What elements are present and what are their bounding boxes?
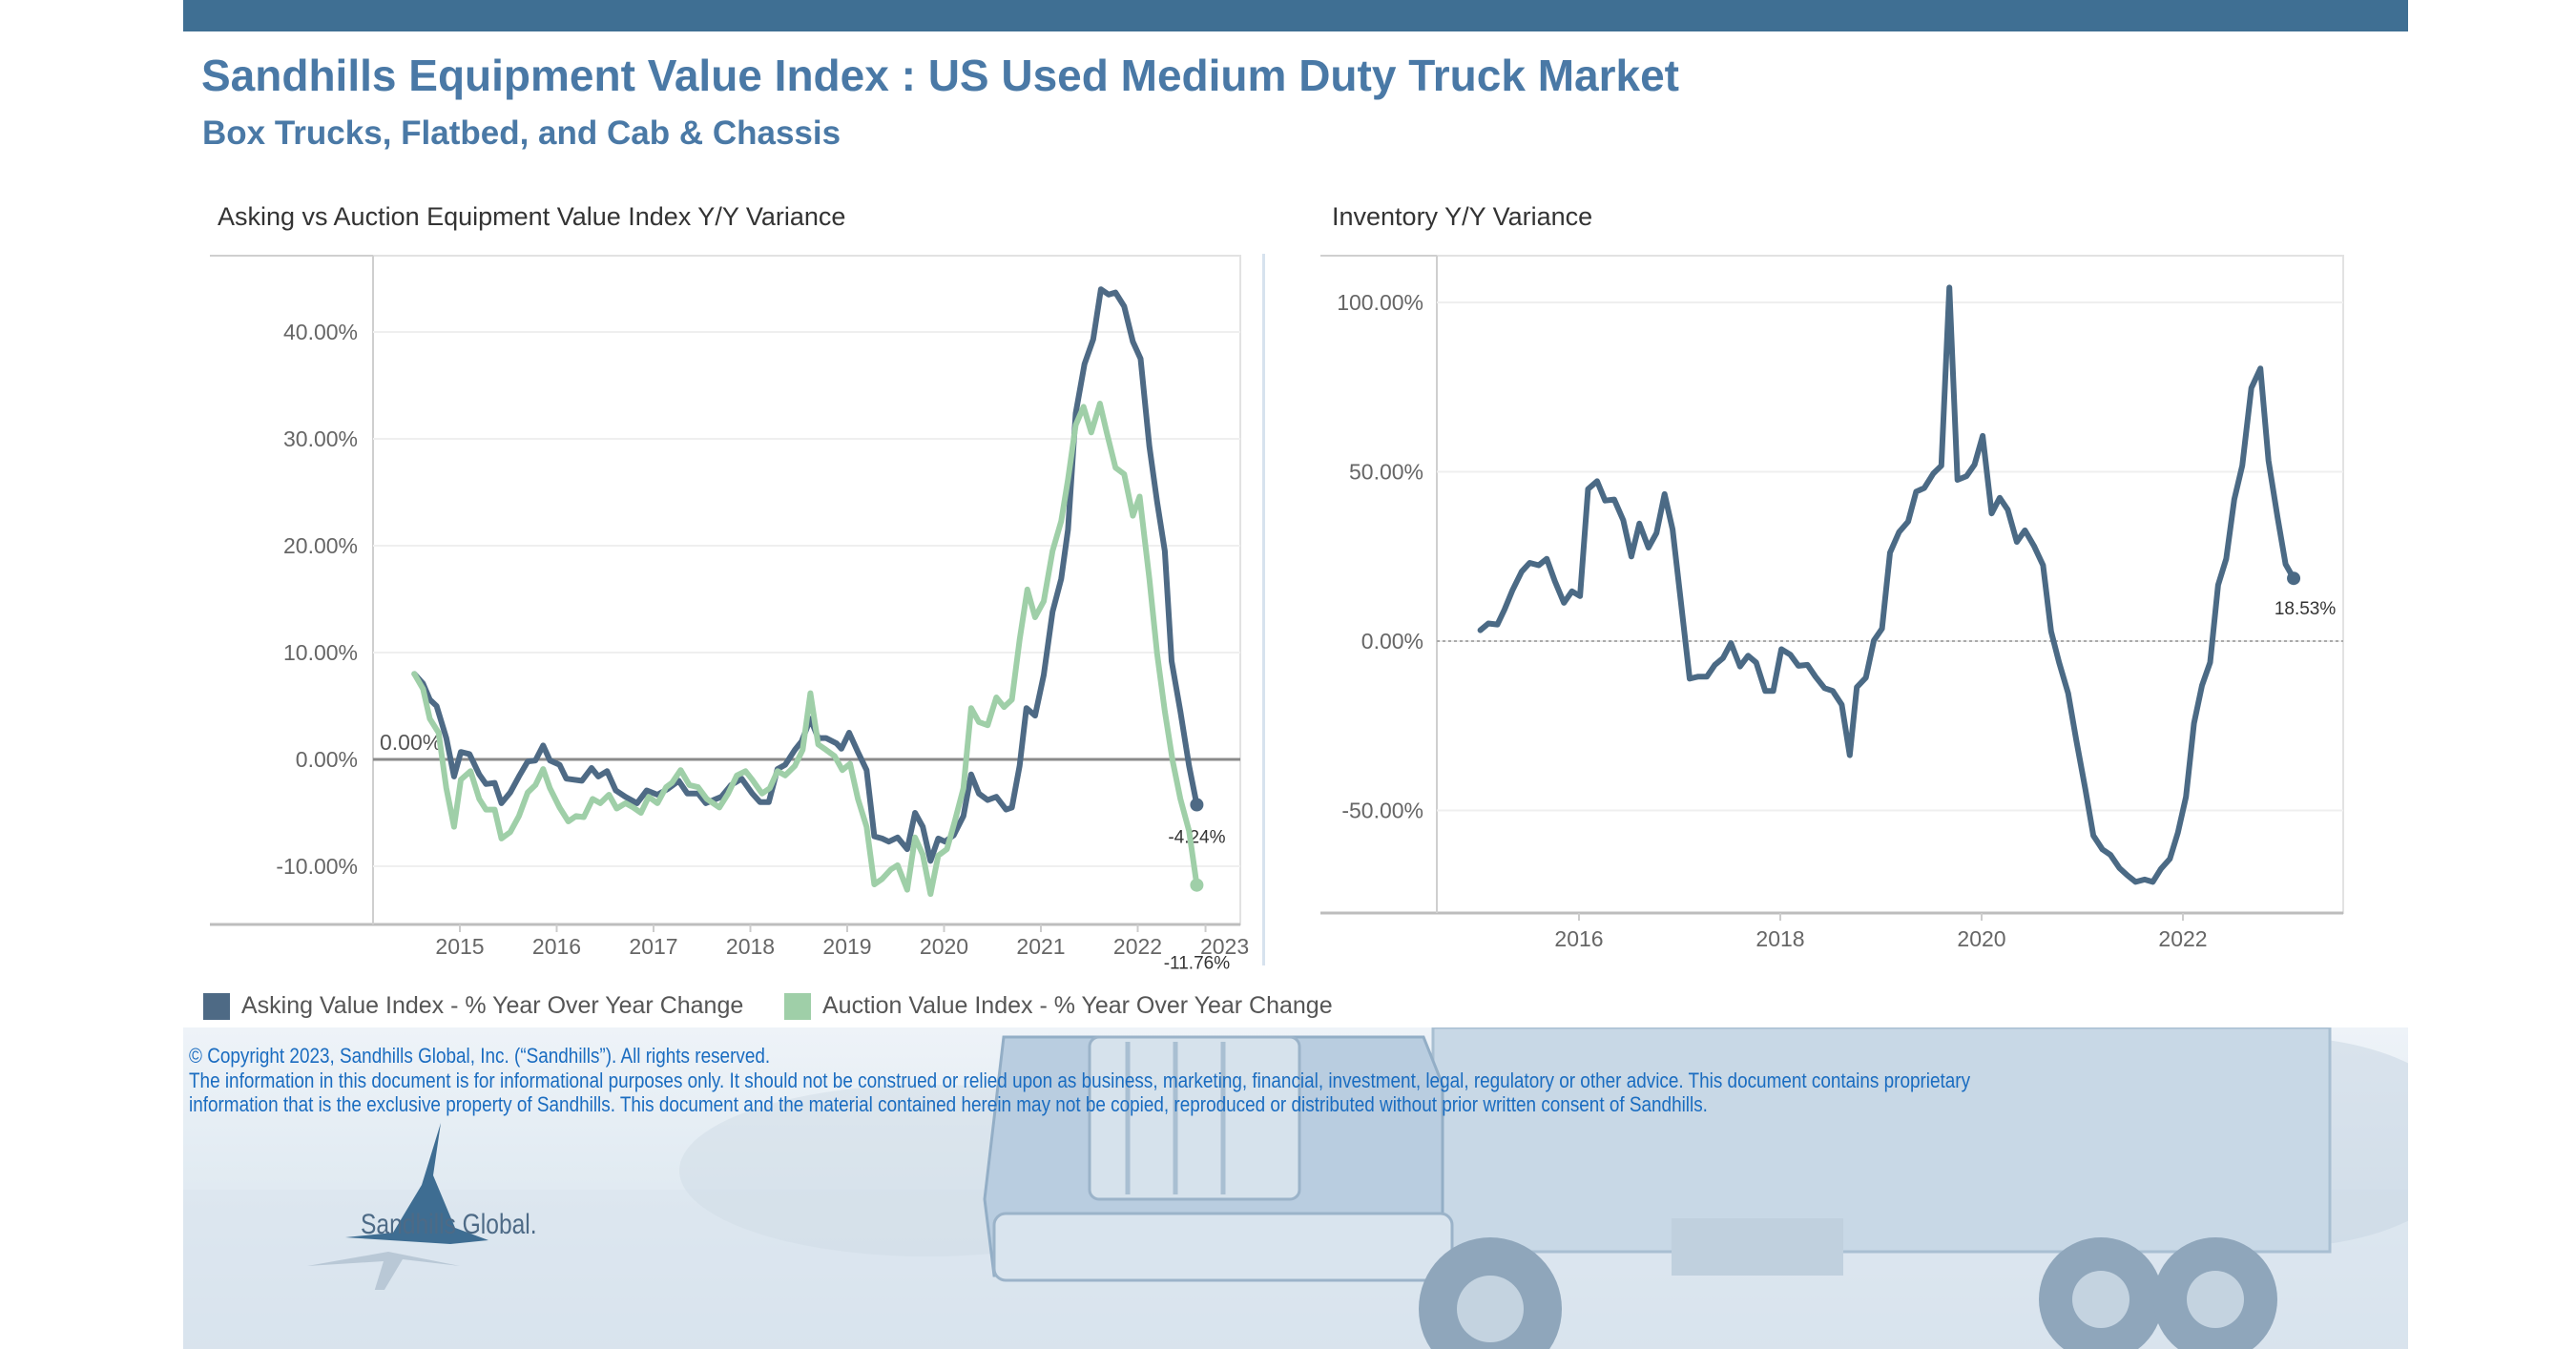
chart-divider bbox=[1262, 254, 1265, 965]
copyright-text: © Copyright 2023, Sandhills Global, Inc.… bbox=[189, 1044, 771, 1068]
disclaimer-line-2: information that is the exclusive proper… bbox=[189, 1092, 1708, 1116]
x-tick-label: 2020 bbox=[1957, 926, 2005, 951]
legend-label-asking: Asking Value Index - % Year Over Year Ch… bbox=[241, 992, 744, 1019]
legend-item-auction[interactable]: Auction Value Index - % Year Over Year C… bbox=[784, 992, 1333, 1020]
y-tick-label: -50.00% bbox=[1341, 799, 1423, 823]
legend-swatch-auction bbox=[784, 992, 811, 1020]
plot-frame bbox=[372, 255, 1241, 925]
series-end-point bbox=[1190, 878, 1204, 892]
series-line-0 bbox=[1477, 284, 2296, 885]
legend-swatch-asking bbox=[203, 992, 230, 1020]
right-chart-title: Inventory Y/Y Variance bbox=[1332, 202, 1593, 231]
y-tick-label: 20.00% bbox=[283, 533, 358, 558]
sandhills-logo-text: Sandhills Global. bbox=[361, 1209, 537, 1240]
zero-reference-label: 0.00% bbox=[380, 730, 442, 755]
charts-canvas: 40.00% 30.00% 20.00% 10.00% 0.00% -10.00% 2015… bbox=[210, 255, 2344, 974]
x-tick-label: 2021 bbox=[1016, 934, 1065, 959]
x-tick-label: 2018 bbox=[1755, 926, 1804, 951]
plot-frame bbox=[1436, 255, 2344, 914]
legend-item-asking[interactable]: Asking Value Index - % Year Over Year Ch… bbox=[203, 992, 743, 1020]
y-tick-label: 0.00% bbox=[1361, 629, 1423, 654]
series-end-label: 18.53% bbox=[2275, 599, 2337, 619]
series-end-point bbox=[2287, 571, 2301, 586]
y-tick-label: 0.00% bbox=[296, 747, 358, 772]
series-end-point bbox=[1190, 798, 1204, 812]
y-tick-label: 10.00% bbox=[283, 640, 358, 665]
left-chart-title: Asking vs Auction Equipment Value Index … bbox=[218, 202, 846, 231]
y-tick-label: 50.00% bbox=[1349, 460, 1423, 485]
truck-background-image bbox=[183, 1027, 2408, 1349]
x-tick-label: 2016 bbox=[532, 934, 581, 959]
series-line-1 bbox=[411, 401, 1200, 898]
series-end-label: -11.76% bbox=[1164, 954, 1230, 974]
x-tick-label: 2017 bbox=[629, 934, 677, 959]
footer-banner: Sandhills Global. © Copyright 2023, Sand… bbox=[183, 1027, 2408, 1349]
y-tick-label: -10.00% bbox=[276, 854, 358, 879]
y-tick-label: 100.00% bbox=[1337, 290, 1423, 315]
x-tick-label: 2018 bbox=[726, 934, 775, 959]
x-tick-label: 2023 bbox=[1200, 934, 1249, 959]
series-line-0 bbox=[411, 286, 1200, 864]
y-tick-label: 30.00% bbox=[283, 426, 358, 451]
sandhills-crane-logo-icon bbox=[307, 1123, 488, 1290]
legend-label-auction: Auction Value Index - % Year Over Year C… bbox=[822, 992, 1333, 1019]
series-end-label: -4.24% bbox=[1168, 827, 1225, 847]
disclaimer-line-1: The information in this document is for … bbox=[189, 1069, 1971, 1092]
x-tick-label: 2022 bbox=[2158, 926, 2207, 951]
page-subtitle: Box Trucks, Flatbed, and Cab & Chassis bbox=[202, 114, 841, 152]
page-title: Sandhills Equipment Value Index : US Use… bbox=[201, 51, 1679, 100]
x-tick-label: 2019 bbox=[822, 934, 871, 959]
x-tick-label: 2020 bbox=[920, 934, 968, 959]
x-tick-label: 2022 bbox=[1113, 934, 1162, 959]
header-bar bbox=[183, 0, 2408, 31]
y-tick-label: 40.00% bbox=[283, 320, 358, 344]
x-tick-label: 2016 bbox=[1554, 926, 1603, 951]
x-tick-label: 2015 bbox=[435, 934, 484, 959]
